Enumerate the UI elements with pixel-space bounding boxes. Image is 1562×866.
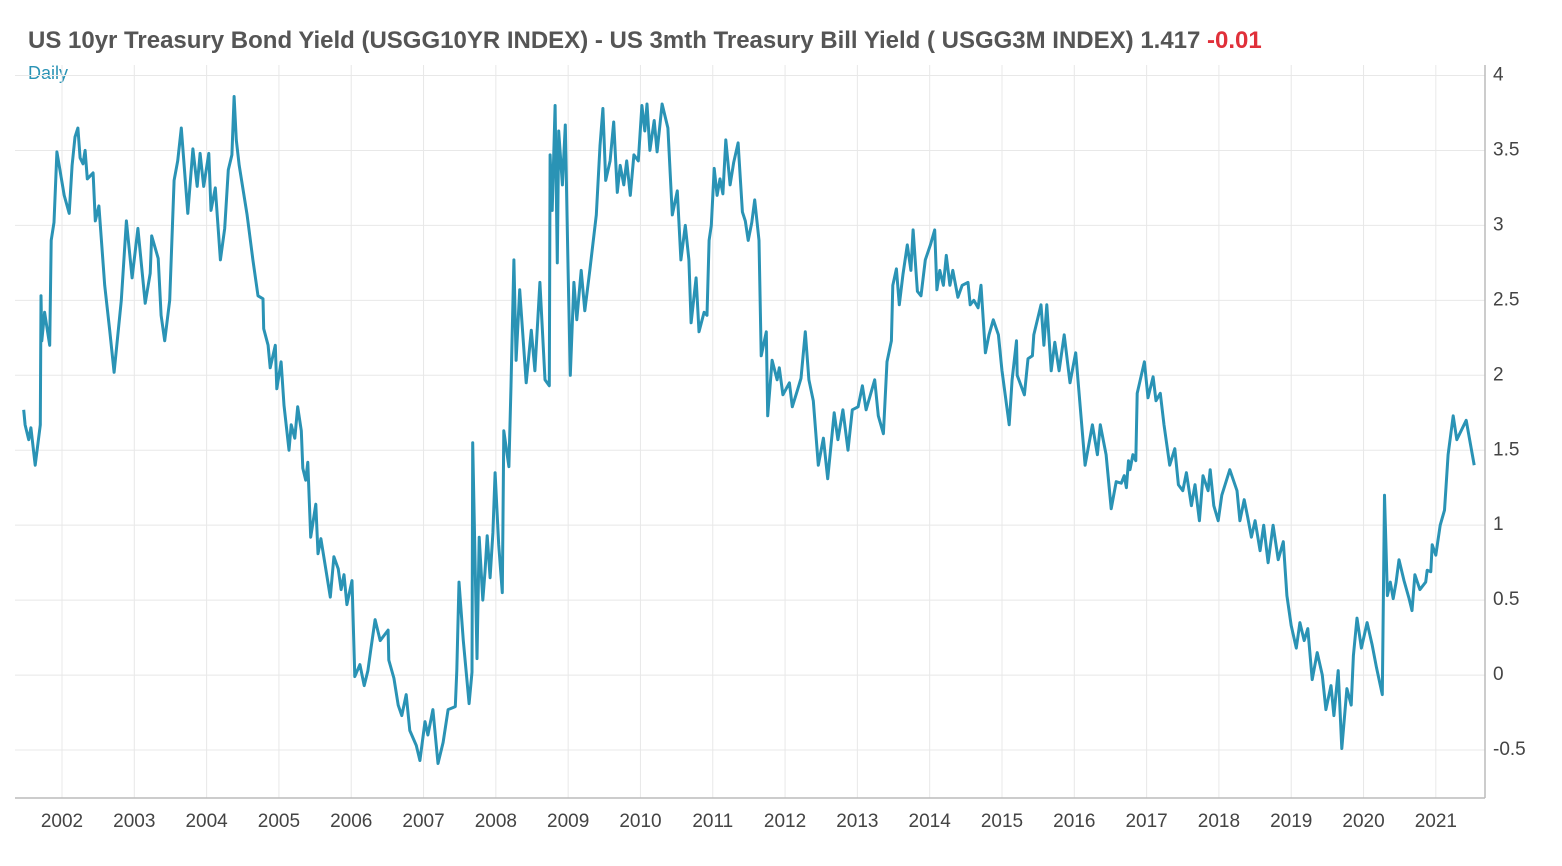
x-tick-label: 2007 [402, 811, 444, 832]
frequency-label: Daily [28, 63, 68, 83]
x-tick-label: 2006 [330, 811, 372, 832]
y-tick-label: 1 [1493, 514, 1504, 535]
x-tick-label: 2011 [692, 811, 733, 832]
chart-title: US 10yr Treasury Bond Yield (USGG10YR IN… [28, 27, 1134, 54]
x-tick-label: 2012 [764, 811, 806, 832]
y-tick-label: 4 [1493, 65, 1504, 86]
x-tick-label: 2004 [185, 811, 228, 832]
x-tick-label: 2017 [1125, 811, 1167, 832]
y-tick-label: 3 [1493, 214, 1504, 235]
y-tick-label: 2.5 [1493, 289, 1519, 310]
change: -0.01 [1207, 27, 1262, 54]
x-tick-label: 2021 [1415, 811, 1457, 832]
y-tick-label: 0 [1493, 664, 1504, 685]
x-tick-label: 2005 [258, 811, 300, 832]
x-tick-label: 2002 [41, 811, 83, 832]
x-tick-label: 2016 [1053, 811, 1095, 832]
y-tick-label: 0.5 [1493, 589, 1519, 610]
x-tick-label: 2014 [909, 811, 952, 832]
y-tick-label: -0.5 [1493, 739, 1526, 760]
x-tick-label: 2020 [1342, 811, 1384, 832]
x-tick-label: 2008 [475, 811, 517, 832]
chart-header: US 10yr Treasury Bond Yield (USGG10YR IN… [28, 27, 1262, 54]
yield-line [22, 95, 1476, 765]
x-tick-label: 2010 [619, 811, 661, 832]
x-tick-label: 2003 [113, 811, 155, 832]
x-tick-label: 2018 [1198, 811, 1240, 832]
x-tick-label: 2009 [547, 811, 589, 832]
y-tick-label: 3.5 [1493, 139, 1519, 160]
last-value: 1.417 [1140, 27, 1200, 54]
y-tick-label: 1.5 [1493, 439, 1519, 460]
x-tick-label: 2015 [981, 811, 1023, 832]
y-tick-label: 2 [1493, 364, 1504, 385]
x-tick-label: 2019 [1270, 811, 1312, 832]
x-tick-label: 2013 [836, 811, 878, 832]
